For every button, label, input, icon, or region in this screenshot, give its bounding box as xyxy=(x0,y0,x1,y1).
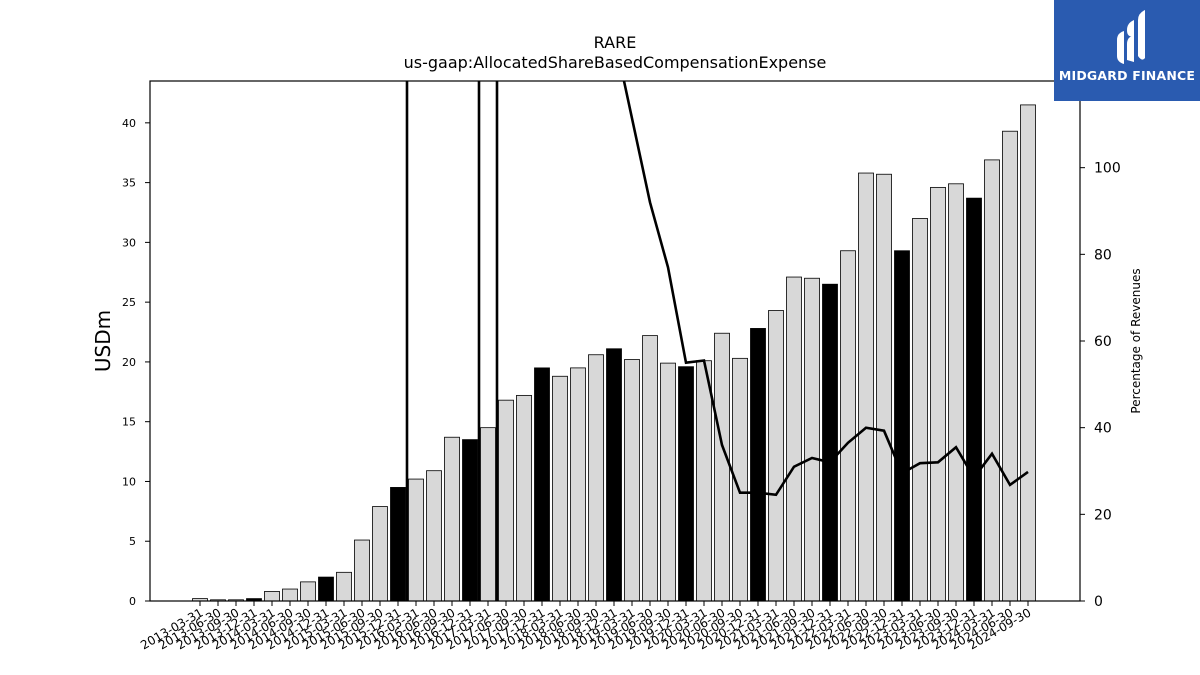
x-axis: 2013-03-312013-06-302013-09-302013-12-31… xyxy=(138,601,1034,652)
bar xyxy=(390,487,406,602)
bar xyxy=(660,362,676,602)
bar xyxy=(1002,130,1018,602)
logo-mark-icon xyxy=(1117,10,1145,64)
bar xyxy=(894,250,910,602)
bar xyxy=(534,367,550,602)
bar xyxy=(354,539,370,602)
y-tick-label: 5 xyxy=(129,535,136,548)
bar xyxy=(552,375,568,602)
bar xyxy=(678,366,694,602)
bar xyxy=(480,427,496,602)
bar xyxy=(318,576,334,602)
y2-tick-label: 60 xyxy=(1094,334,1112,350)
y2-tick-label: 100 xyxy=(1094,161,1121,177)
y-tick-label: 30 xyxy=(122,236,136,249)
bar xyxy=(714,332,730,602)
bar xyxy=(696,360,712,602)
y2-tick-label: 80 xyxy=(1094,247,1112,263)
bar xyxy=(858,172,874,602)
bar xyxy=(930,186,946,602)
bar xyxy=(462,439,478,602)
bar xyxy=(948,183,964,602)
bar xyxy=(300,581,316,602)
bar xyxy=(372,506,388,602)
y-tick-label: 0 xyxy=(129,595,136,608)
bar xyxy=(984,159,1000,602)
y-tick-label: 25 xyxy=(122,296,136,309)
bar xyxy=(624,359,640,602)
bar xyxy=(336,571,352,602)
chart-title: RARE xyxy=(594,33,637,52)
y-tick-label: 15 xyxy=(122,416,136,429)
y2-tick-label: 0 xyxy=(1094,594,1103,610)
bar xyxy=(768,310,784,602)
bar xyxy=(516,394,532,602)
bar xyxy=(912,218,928,602)
bar xyxy=(786,276,802,602)
y2-axis-label: Percentage of Revenues xyxy=(1129,268,1143,413)
y-axis-right: 0 20 40 60 80 100 xyxy=(1080,161,1121,610)
bar xyxy=(606,348,622,602)
bar xyxy=(426,470,442,602)
y-axis-label: USDm xyxy=(91,310,115,372)
y-tick-label: 35 xyxy=(122,177,136,190)
chart-subtitle: us-gaap:AllocatedShareBasedCompensationE… xyxy=(404,53,827,72)
y-tick-label: 20 xyxy=(122,356,136,369)
bar xyxy=(588,354,604,602)
bar xyxy=(1020,104,1036,602)
bar xyxy=(642,335,658,602)
bar xyxy=(840,250,856,602)
bar xyxy=(750,328,766,602)
bar xyxy=(822,283,838,602)
logo-text: MIDGARD FINANCE xyxy=(1058,68,1196,83)
y-tick-label: 40 xyxy=(122,117,136,130)
bar xyxy=(966,197,982,602)
bar xyxy=(444,436,460,602)
bar xyxy=(570,367,586,602)
y2-tick-label: 20 xyxy=(1094,507,1112,523)
bar xyxy=(804,277,820,602)
y2-tick-label: 40 xyxy=(1094,421,1112,437)
line-series xyxy=(622,80,1029,497)
bar xyxy=(498,399,514,602)
y-axis-left: 0 5 10 15 20 25 30 35 40 xyxy=(122,117,150,608)
y-tick-label: 10 xyxy=(122,475,136,488)
bar xyxy=(408,478,424,602)
bar-group xyxy=(192,104,1036,602)
bar xyxy=(264,591,280,602)
bar xyxy=(282,588,298,602)
brand-logo: MIDGARD FINANCE xyxy=(1054,0,1200,101)
line-group xyxy=(405,80,1029,601)
bar xyxy=(876,173,892,602)
